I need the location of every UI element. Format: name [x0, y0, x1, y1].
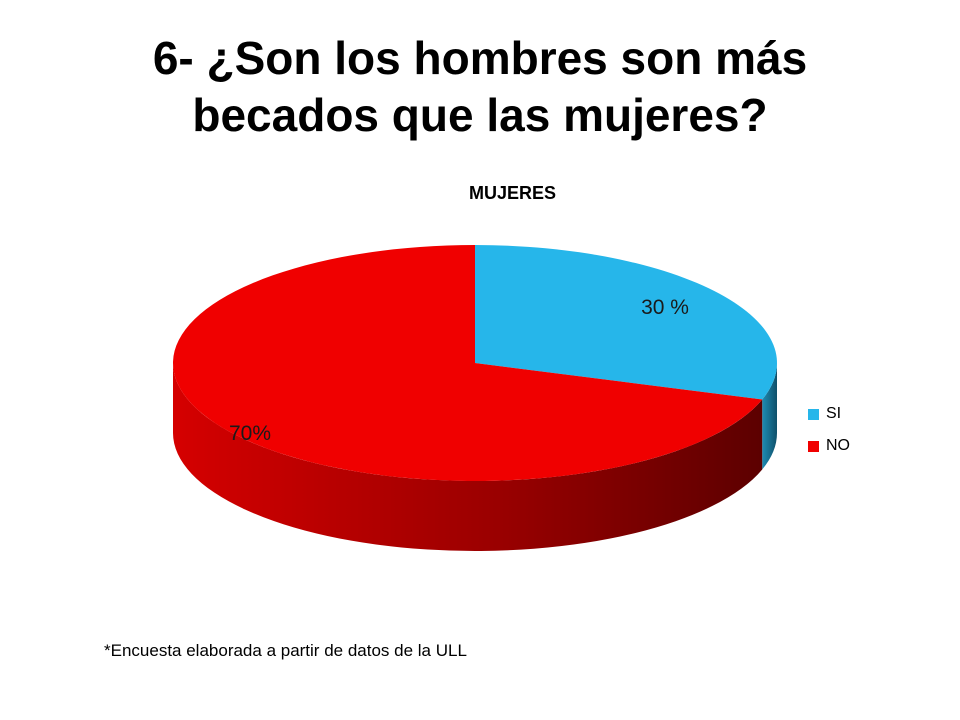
- chart-title: MUJERES: [468, 183, 557, 203]
- pie-slice-si: [475, 245, 777, 400]
- slide-title: 6- ¿Son los hombres son más becados que …: [60, 30, 900, 144]
- pie-slice-no: [172, 245, 763, 481]
- legend-swatch-si: [808, 408, 819, 420]
- legend: SI NO: [808, 404, 850, 468]
- legend-item-no: NO: [808, 436, 850, 456]
- footnote: *Encuesta elaborada a partir de datos de…: [104, 641, 467, 660]
- slide-title-line-1: 6- ¿Son los hombres son más: [152, 32, 808, 84]
- pie-side-si: [762, 363, 777, 470]
- legend-swatch-no: [808, 440, 819, 452]
- data-label-si: 30 %: [641, 296, 689, 319]
- data-label-no: 70%: [229, 422, 271, 445]
- legend-item-si: SI: [808, 404, 850, 424]
- slide-title-line-2: becados que las mujeres?: [192, 89, 768, 141]
- legend-label-si: SI: [826, 405, 842, 422]
- pie-side-no: [173, 363, 763, 552]
- legend-label-no: NO: [826, 437, 850, 454]
